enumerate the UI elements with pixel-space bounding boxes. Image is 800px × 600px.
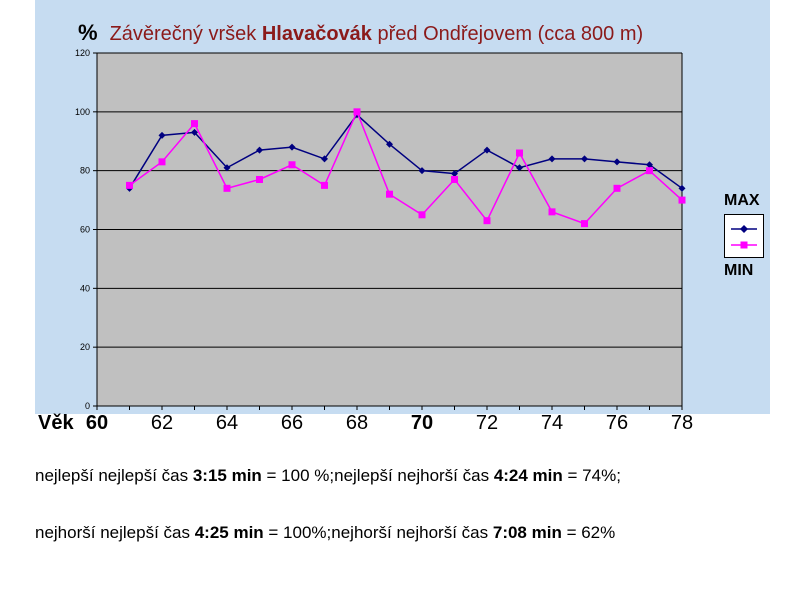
note-text: = 74%; bbox=[562, 466, 621, 485]
point-min bbox=[613, 184, 621, 192]
note-line: nejhorší nejlepší čas 4:25 min = 100%;ne… bbox=[35, 523, 615, 543]
point-min bbox=[451, 175, 458, 183]
note-text: nejlepší nejlepší čas bbox=[35, 466, 193, 485]
y-tick-label: 120 bbox=[75, 48, 90, 58]
point-min bbox=[288, 161, 296, 169]
point-min bbox=[158, 158, 166, 166]
x-tick-label: 62 bbox=[150, 412, 174, 434]
point-min bbox=[321, 181, 328, 189]
legend-min-marker bbox=[740, 241, 748, 249]
x-axis-labels: Věk 60 62 64 66 68 70 72 74 76 78 bbox=[0, 410, 800, 444]
y-tick-label: 40 bbox=[80, 283, 90, 293]
title-text-after: před Ondřejovem (cca 800 m) bbox=[377, 23, 644, 45]
note-time-value: 4:24 min bbox=[493, 466, 563, 485]
x-tick-label: 70 bbox=[410, 412, 434, 434]
point-min bbox=[256, 175, 263, 183]
note-time-value: 7:08 min bbox=[492, 523, 562, 542]
legend-max-label: MAX bbox=[724, 192, 760, 209]
point-min bbox=[678, 196, 686, 204]
point-min bbox=[548, 208, 556, 216]
point-max bbox=[158, 131, 166, 139]
point-max bbox=[678, 184, 686, 192]
point-max bbox=[288, 143, 296, 151]
point-max bbox=[321, 155, 328, 163]
title-text-before: Závěrečný vršek bbox=[109, 23, 257, 45]
y-tick-label: 20 bbox=[80, 342, 90, 352]
point-max bbox=[581, 155, 588, 163]
point-min bbox=[386, 190, 393, 198]
title-text-bold: Hlavačovák bbox=[261, 23, 372, 45]
chart-panel: 0 20 40 60 80 100 120 bbox=[35, 0, 770, 414]
point-min bbox=[581, 220, 588, 228]
point-max bbox=[418, 167, 426, 175]
note-time-value: 4:25 min bbox=[194, 523, 264, 542]
point-min bbox=[516, 149, 523, 157]
point-min bbox=[191, 120, 198, 128]
point-max bbox=[451, 170, 458, 178]
x-axis-title: Věk bbox=[38, 412, 74, 434]
legend-min-label: MIN bbox=[724, 262, 754, 279]
point-max bbox=[223, 164, 231, 172]
point-max bbox=[483, 146, 491, 154]
point-min bbox=[418, 211, 426, 219]
legend-max-marker bbox=[740, 225, 748, 233]
y-tick-label: 100 bbox=[75, 107, 90, 117]
x-tick-label: 76 bbox=[605, 412, 629, 434]
x-tick-label: 74 bbox=[540, 412, 564, 434]
point-max bbox=[548, 155, 556, 163]
y-unit-label: % bbox=[78, 20, 98, 45]
point-max bbox=[191, 128, 198, 136]
note-text: = 100%;nejhorší nejhorší čas bbox=[263, 523, 493, 542]
point-max bbox=[256, 146, 263, 154]
x-tick-label: 68 bbox=[345, 412, 369, 434]
chart-title: % Závěrečný vršek Hlavačovák před Ondřejo… bbox=[78, 18, 643, 48]
line-chart: 0 20 40 60 80 100 120 bbox=[75, 48, 686, 411]
point-max bbox=[646, 161, 653, 169]
x-tick-label: 60 bbox=[85, 412, 109, 434]
x-tick-label: 72 bbox=[475, 412, 499, 434]
x-tick-label: 64 bbox=[215, 412, 239, 434]
series-line-max bbox=[128, 113, 683, 189]
x-tick-label: 78 bbox=[670, 412, 694, 434]
point-max bbox=[516, 164, 523, 172]
point-min bbox=[126, 181, 133, 189]
note-line: nejlepší nejlepší čas 3:15 min = 100 %;n… bbox=[35, 466, 621, 486]
y-tick-label: 60 bbox=[80, 225, 90, 235]
note-text: = 100 %;nejlepší nejhorší čas bbox=[261, 466, 494, 485]
y-tick-label: 0 bbox=[85, 401, 90, 411]
series-line-min bbox=[129, 109, 683, 225]
y-tick-label: 80 bbox=[80, 166, 90, 176]
note-text: nejhorší nejlepší čas bbox=[35, 523, 195, 542]
point-max bbox=[386, 140, 393, 148]
legend-box bbox=[724, 214, 764, 258]
point-min bbox=[353, 108, 361, 116]
point-max bbox=[613, 158, 621, 166]
point-min bbox=[223, 184, 231, 192]
point-min bbox=[646, 167, 653, 175]
legend-markers bbox=[731, 225, 757, 249]
point-min bbox=[483, 217, 491, 225]
x-tick-label: 66 bbox=[280, 412, 304, 434]
note-text: = 62% bbox=[561, 523, 616, 542]
note-time-value: 3:15 min bbox=[192, 466, 262, 485]
